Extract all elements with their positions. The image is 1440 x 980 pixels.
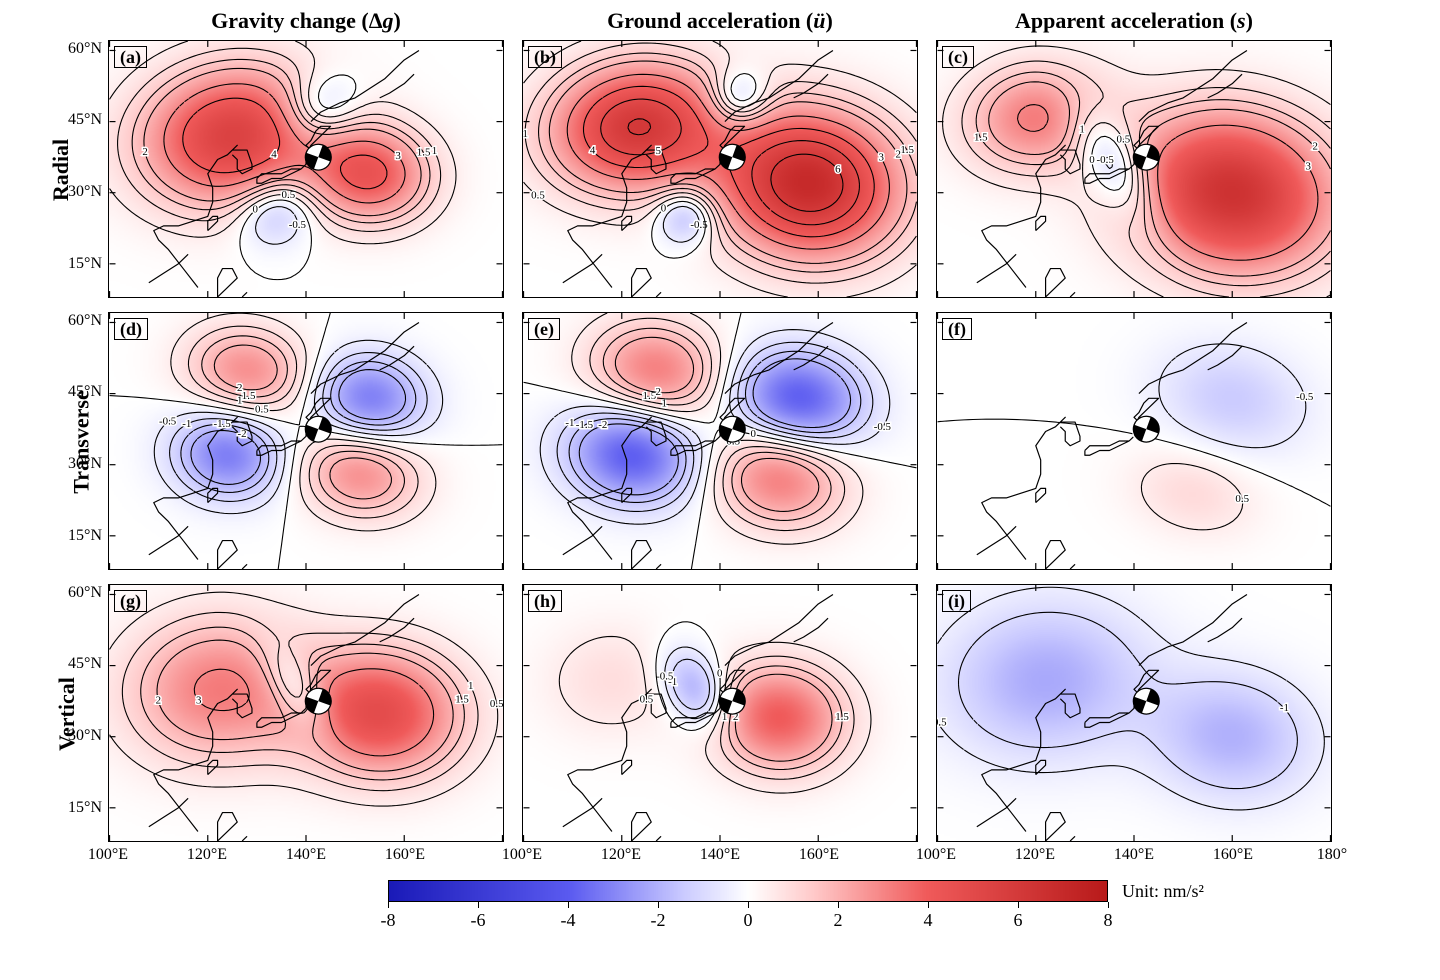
ytick-label: 30°N bbox=[68, 727, 108, 745]
xtick-label: 180° bbox=[1307, 846, 1357, 864]
colorbar-tick bbox=[568, 902, 569, 908]
colorbar-tick-label: 0 bbox=[728, 910, 768, 931]
map-panel-b: -0.5-0.5000.50.5111.51.52233445566(b) bbox=[522, 40, 918, 298]
heatmap bbox=[109, 41, 503, 297]
ytick-label: 30°N bbox=[68, 183, 108, 201]
panel-tag: (f) bbox=[942, 318, 972, 340]
colorbar-tick-label: 4 bbox=[908, 910, 948, 931]
map-panel-a: -0.5-0.5000.50.5111.51.5223344(a) bbox=[108, 40, 504, 298]
panel-tag: (h) bbox=[528, 590, 562, 612]
heatmap bbox=[937, 585, 1331, 841]
colorbar-tick-label: 6 bbox=[998, 910, 1038, 931]
heatmap bbox=[937, 313, 1331, 569]
xtick-label: 140°E bbox=[695, 846, 745, 864]
map-panel-e: -2-2-1.5-1.5-1-1-0.5-0.5000.50.5111.51.5… bbox=[522, 312, 918, 570]
heatmap bbox=[523, 313, 917, 569]
column-header: Ground acceleration (ü) bbox=[522, 8, 918, 34]
ytick-label: 30°N bbox=[68, 455, 108, 473]
colorbar-tick-label: -2 bbox=[638, 910, 678, 931]
ytick-label: 60°N bbox=[68, 584, 108, 602]
colorbar-tick-label: -8 bbox=[368, 910, 408, 931]
heatmap bbox=[523, 41, 917, 297]
map-panel-f: -0.5-0.5000.50.5(f) bbox=[936, 312, 1332, 570]
column-header: Apparent acceleration (s) bbox=[936, 8, 1332, 34]
panel-tag: (d) bbox=[114, 318, 148, 340]
panel-tag: (i) bbox=[942, 590, 971, 612]
colorbar-tick bbox=[838, 902, 839, 908]
ytick-label: 45°N bbox=[68, 655, 108, 673]
colorbar-unit-label: Unit: nm/s² bbox=[1122, 881, 1204, 902]
colorbar-tick bbox=[478, 902, 479, 908]
ytick-label: 60°N bbox=[68, 312, 108, 330]
colorbar-tick bbox=[1018, 902, 1019, 908]
column-header: Gravity change (Δg) bbox=[108, 8, 504, 34]
panel-tag: (g) bbox=[114, 590, 147, 612]
colorbar-tick-label: 2 bbox=[818, 910, 858, 931]
panel-tag: (a) bbox=[114, 46, 147, 68]
xtick-label: 140°E bbox=[1109, 846, 1159, 864]
panel-tag: (b) bbox=[528, 46, 562, 68]
xtick-label: 100°E bbox=[83, 846, 133, 864]
colorbar-tick bbox=[388, 902, 389, 908]
row-label: Transverse bbox=[69, 390, 95, 493]
xtick-label: 120°E bbox=[182, 846, 232, 864]
panel-tag: (e) bbox=[528, 318, 560, 340]
map-panel-g: 0.50.5111.51.52233(g) bbox=[108, 584, 504, 842]
colorbar-tick bbox=[658, 902, 659, 908]
colorbar-tick bbox=[1108, 902, 1109, 908]
ytick-label: 45°N bbox=[68, 383, 108, 401]
ytick-label: 60°N bbox=[68, 40, 108, 58]
heatmap bbox=[109, 313, 503, 569]
ytick-label: 15°N bbox=[68, 799, 108, 817]
colorbar-tick-label: -4 bbox=[548, 910, 588, 931]
map-panel-h: -1-1-0.5-0.5000.50.5111.51.522(h) bbox=[522, 584, 918, 842]
colorbar bbox=[388, 880, 1108, 902]
xtick-label: 100°E bbox=[911, 846, 961, 864]
colorbar-tick-label: -6 bbox=[458, 910, 498, 931]
colorbar-tick-label: 8 bbox=[1088, 910, 1128, 931]
heatmap bbox=[523, 585, 917, 841]
xtick-label: 120°E bbox=[1010, 846, 1060, 864]
xtick-label: 160°E bbox=[1208, 846, 1258, 864]
ytick-label: 45°N bbox=[68, 111, 108, 129]
ytick-label: 15°N bbox=[68, 255, 108, 273]
xtick-label: 160°E bbox=[794, 846, 844, 864]
colorbar-tick bbox=[928, 902, 929, 908]
multipanel-map-figure: Gravity change (Δg) Ground acceleration (… bbox=[0, 0, 1440, 980]
xtick-label: 160°E bbox=[380, 846, 430, 864]
map-panel-c: -0.5-0.5000.50.5111.51.52233(c) bbox=[936, 40, 1332, 298]
heatmap bbox=[937, 41, 1331, 297]
panel-tag: (c) bbox=[942, 46, 974, 68]
xtick-label: 140°E bbox=[281, 846, 331, 864]
xtick-label: 100°E bbox=[497, 846, 547, 864]
xtick-label: 120°E bbox=[596, 846, 646, 864]
map-panel-i: -1-1-0.5-0.5(i) bbox=[936, 584, 1332, 842]
map-panel-d: -2-2-1.5-1.5-1-1-0.5-0.5000.50.5111.51.5… bbox=[108, 312, 504, 570]
colorbar-tick bbox=[748, 902, 749, 908]
heatmap bbox=[109, 585, 503, 841]
ytick-label: 15°N bbox=[68, 527, 108, 545]
